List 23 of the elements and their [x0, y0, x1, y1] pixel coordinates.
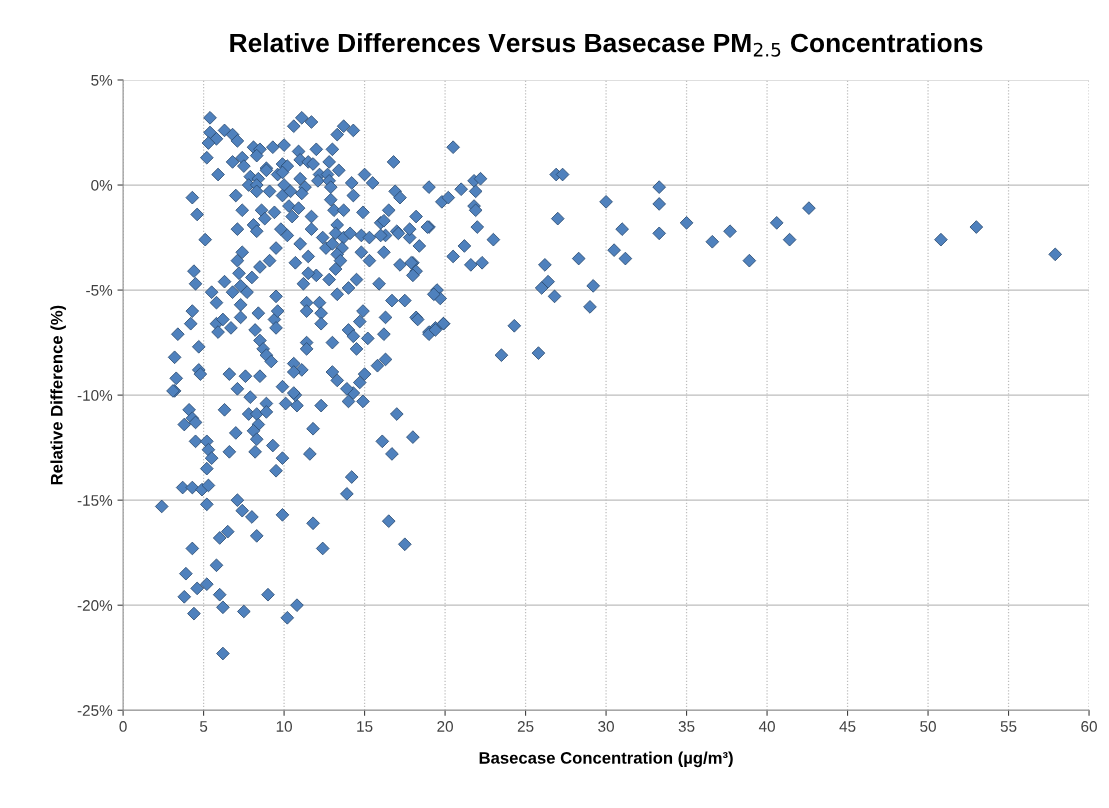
y-tick-label: -10%	[77, 389, 113, 401]
y-tick-label: -20%	[77, 600, 113, 611]
x-tick-label: 55	[1000, 721, 1017, 732]
x-axis-title: Basecase Concentration (µg/m³)	[479, 751, 733, 768]
x-tick-label: 45	[839, 721, 856, 732]
y-tick-label: -15%	[77, 495, 113, 506]
y-tick-label: -25%	[77, 705, 113, 716]
x-tick-label: 5	[199, 721, 208, 732]
x-tick-label: 30	[598, 721, 614, 732]
x-tick-label: 20	[437, 721, 453, 732]
chart-title: Relative Differences Versus Basecase PM$_{2.5}$ Concentrations	[230, 32, 983, 57]
x-tick-label: 35	[678, 721, 695, 732]
x-tick-label: 40	[758, 721, 775, 732]
x-tick-label: 25	[517, 721, 534, 732]
y-tick-label: -5%	[86, 285, 113, 296]
x-tick-label: 10	[276, 721, 292, 732]
x-tick-label: 15	[357, 721, 373, 732]
x-tick-label: 0	[119, 721, 127, 732]
y-tick-label: 0%	[91, 179, 113, 191]
x-tick-label: 50	[920, 721, 936, 732]
x-tick-label: 60	[1081, 721, 1097, 732]
y-tick-label: 5%	[91, 74, 113, 86]
y-axis-title: Relative Difference (%)	[50, 305, 66, 485]
